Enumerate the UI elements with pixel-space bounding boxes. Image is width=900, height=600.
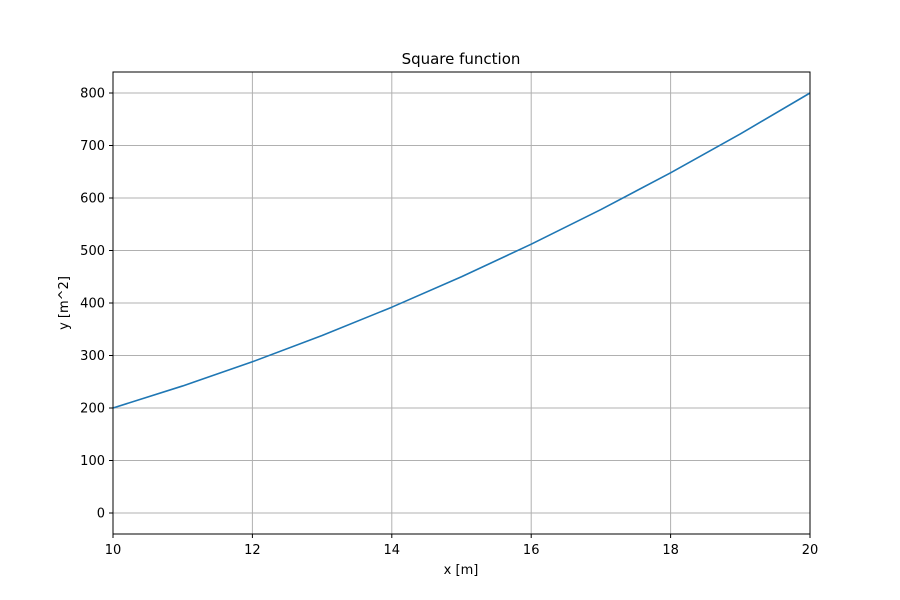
x-tick-label: 20 [802, 543, 819, 558]
y-tick-label: 800 [80, 87, 105, 102]
y-tick-label: 300 [80, 349, 105, 364]
y-axis-ticks: 0 100 200 300 400 500 600 700 800 [80, 87, 113, 522]
x-tick-label: 12 [244, 543, 261, 558]
x-tick-label: 16 [523, 543, 540, 558]
x-tick-label: 14 [384, 543, 401, 558]
y-tick-label: 500 [80, 244, 105, 259]
y-tick-label: 0 [97, 507, 105, 522]
x-axis-label: x [m] [444, 563, 479, 578]
series-line [112, 92, 811, 409]
y-tick-label: 200 [80, 402, 105, 417]
y-tick-label: 600 [80, 192, 105, 207]
x-axis-ticks: 10 12 14 16 18 20 [105, 534, 819, 558]
x-tick-label: 10 [105, 543, 122, 558]
y-tick-label: 700 [80, 139, 105, 154]
chart-title: Square function [402, 50, 521, 68]
x-tick-label: 18 [662, 543, 679, 558]
y-axis-label: y [m^2] [57, 276, 72, 330]
y-tick-label: 100 [80, 454, 105, 469]
y-tick-label: 400 [80, 297, 105, 312]
series-layer [112, 92, 811, 409]
